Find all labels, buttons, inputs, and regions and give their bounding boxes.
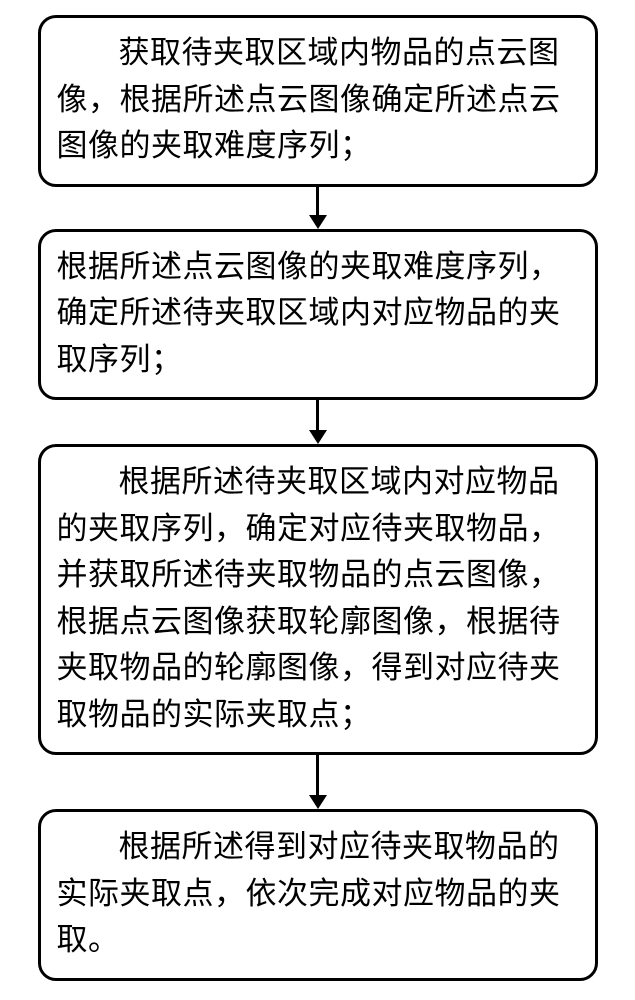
flow-step-1-text: 获取待夹取区域内物品的点云图像，根据所述点云图像确定所述点云图像的夹取难度序列； [57, 30, 579, 170]
arrow-1 [303, 187, 333, 229]
arrow-1-head [309, 215, 327, 229]
flow-step-3: 根据所述待夹取区域内对应物品的夹取序列，确定对应待夹取物品，并获取所述待夹取物品… [38, 444, 598, 755]
arrow-3-line [316, 755, 319, 795]
arrow-2-line [316, 400, 319, 430]
flow-step-1: 获取待夹取区域内物品的点云图像，根据所述点云图像确定所述点云图像的夹取难度序列； [38, 15, 598, 187]
flowchart-container: 获取待夹取区域内物品的点云图像，根据所述点云图像确定所述点云图像的夹取难度序列；… [0, 0, 635, 996]
flow-step-3-text: 根据所述待夹取区域内对应物品的夹取序列，确定对应待夹取物品，并获取所述待夹取物品… [57, 459, 579, 738]
flow-step-4: 根据所述得到对应待夹取物品的实际夹取点，依次完成对应物品的夹取。 [38, 809, 598, 981]
flow-step-2: 根据所述点云图像的夹取难度序列，确定所述待夹取区域内对应物品的夹取序列； [38, 229, 598, 401]
arrow-3 [303, 755, 333, 809]
flow-step-4-text: 根据所述得到对应待夹取物品的实际夹取点，依次完成对应物品的夹取。 [57, 824, 579, 964]
arrow-3-head [309, 795, 327, 809]
arrow-1-line [316, 187, 319, 215]
arrow-2 [303, 400, 333, 444]
arrow-2-head [309, 430, 327, 444]
flow-step-2-text: 根据所述点云图像的夹取难度序列，确定所述待夹取区域内对应物品的夹取序列； [57, 244, 579, 384]
